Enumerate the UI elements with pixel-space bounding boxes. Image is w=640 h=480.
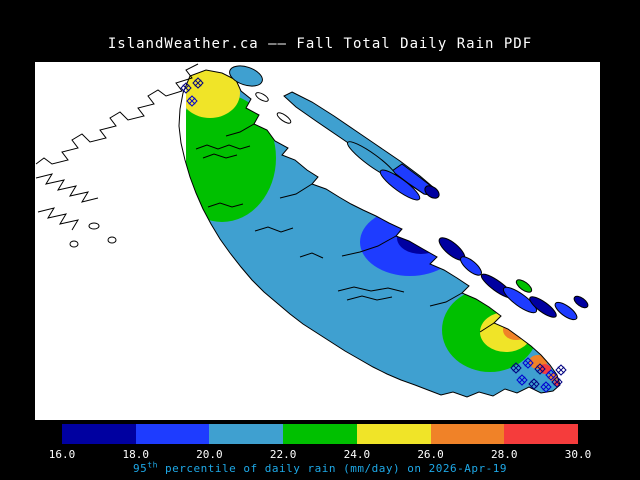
mainland-navy-tip	[424, 185, 440, 199]
colorbar-segment-20-22	[209, 424, 284, 444]
lake-line-6	[337, 286, 405, 293]
gulf-island-5	[554, 301, 578, 321]
mainland-coast-strips	[229, 65, 482, 276]
colorbar-tick-16.0: 16.0	[48, 448, 76, 461]
colorbar-tick-18.0: 18.0	[122, 448, 149, 461]
colorbar-tick-20.0: 20.0	[196, 448, 223, 461]
coastline-jag-2	[35, 173, 99, 203]
colorbar-tick-28.0: 28.0	[491, 448, 518, 461]
caption-text: percentile of daily rain (mm/day) on 202…	[157, 462, 507, 475]
coastline-jag-1	[35, 63, 199, 165]
gulf-island-2	[515, 279, 533, 293]
islet-4	[255, 92, 269, 102]
colorbar-segment-28-30	[504, 424, 579, 444]
inlet-line-5	[479, 322, 495, 333]
colorbar-segment-26-28	[430, 424, 505, 444]
lake-line-7	[346, 295, 393, 301]
mainland-coast-upper-left	[35, 63, 292, 248]
colorbar-segment-16-18	[62, 424, 136, 444]
caption-superscript: th	[147, 460, 158, 470]
page-title: IslandWeather.ca —— Fall Total Daily Rai…	[107, 36, 533, 52]
colorbar-segment-18-20	[135, 424, 210, 444]
colorbar-tick-labels: 16.0 18.0 20.0 22.0 24.0 26.0 28.0 30.0	[49, 448, 592, 461]
inlet-line-4	[429, 292, 463, 307]
lake-line-4	[254, 226, 294, 233]
gulf-islands	[480, 273, 589, 321]
coastline-jag-3	[37, 207, 80, 231]
islet-5	[276, 112, 292, 124]
lake-line-2	[202, 153, 238, 159]
gulf-island-4	[529, 296, 557, 318]
lake-line-3	[207, 202, 244, 208]
colorbar-tick-24.0: 24.0	[343, 448, 371, 461]
caption: 95th percentile of daily rain (mm/day) o…	[0, 460, 640, 475]
lake-line-1	[195, 144, 251, 150]
east-islet-blue	[460, 256, 482, 276]
islet-3	[69, 240, 79, 248]
colorbar-tick-26.0: 26.0	[417, 448, 444, 461]
islet-2	[107, 236, 117, 244]
inlet-line-3	[341, 235, 397, 257]
colorbar	[62, 424, 579, 444]
mainland-islet-top	[229, 65, 263, 87]
islet-1	[88, 222, 100, 230]
inlet-line-1	[225, 123, 255, 137]
inlet-and-lake-lines	[195, 123, 495, 333]
gulf-island-6	[573, 295, 589, 309]
gulf-island-3	[502, 286, 538, 314]
colorbar-tick-22.0: 22.0	[269, 448, 297, 461]
colorbar-segment-22-24	[283, 424, 357, 444]
inlet-line-2	[279, 183, 313, 199]
lasqueti-island	[379, 169, 421, 201]
caption-number: 95	[133, 462, 148, 475]
colorbar-segment-24-26	[356, 424, 431, 444]
lake-line-5	[299, 252, 324, 259]
colorbar-tick-30.0: 30.0	[564, 448, 592, 461]
